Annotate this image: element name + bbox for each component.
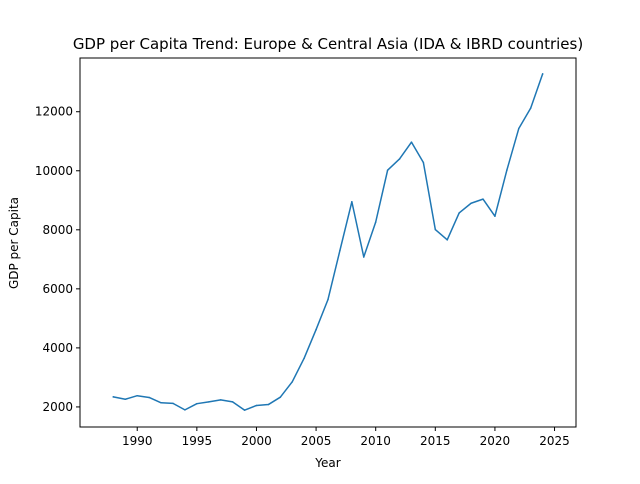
data-point-2021: [506, 169, 508, 171]
data-point-2001: [267, 403, 270, 406]
data-point-2006: [327, 298, 329, 301]
data-point-2007: [339, 249, 341, 252]
data-point-1998: [231, 401, 234, 403]
y-tick-label: 10000: [35, 164, 73, 178]
data-point-1999: [243, 409, 246, 411]
x-axis-label: Year: [314, 456, 340, 470]
data-point-2013: [410, 141, 413, 143]
data-point-1992: [160, 402, 162, 404]
data-point-2014: [422, 161, 425, 164]
data-point-2024: [541, 73, 544, 75]
y-axis-ticks: 2000 4000 6000 8000 10000 12000: [35, 105, 80, 414]
y-tick-label: 8000: [42, 223, 73, 237]
y-tick-label: 6000: [42, 282, 73, 296]
data-point-1994: [184, 409, 186, 411]
data-point-2020: [494, 215, 496, 217]
data-point-1990: [136, 394, 138, 397]
data-point-2011: [386, 169, 389, 171]
x-tick-label: 1995: [182, 434, 213, 448]
data-point-2018: [470, 202, 472, 204]
data-point-1989: [124, 398, 127, 400]
data-point-2003: [291, 381, 293, 383]
axes-frame: [79, 57, 577, 428]
data-point-1996: [208, 401, 210, 403]
y-axis-label: GDP per Capita: [7, 197, 21, 289]
chart-title: GDP per Capita Trend: Europe & Central A…: [73, 35, 583, 53]
data-point-1997: [219, 399, 222, 401]
x-tick-label: 2010: [360, 434, 391, 448]
x-tick-label: 2005: [301, 434, 332, 448]
data-point-1991: [148, 396, 150, 399]
data-point-2005: [315, 328, 317, 331]
data-point-2017: [458, 212, 460, 214]
y-tick-label: 2000: [42, 400, 73, 414]
data-point-2022: [518, 127, 520, 130]
data-point-2000: [255, 404, 258, 407]
x-tick-label: 2020: [480, 434, 511, 448]
x-tick-label: 2000: [241, 434, 272, 448]
data-point-1988: [112, 396, 115, 398]
data-point-2015: [434, 228, 437, 231]
data-point-2019: [482, 198, 484, 200]
data-point-2016: [446, 239, 448, 241]
data-point-1993: [172, 402, 174, 405]
series-points: [112, 73, 544, 411]
x-tick-label: 1990: [122, 434, 153, 448]
x-axis-ticks: 1990 1995 2000 2005 2010 2015 2020 2025: [122, 427, 570, 448]
data-point-2023: [529, 107, 532, 109]
data-point-2004: [303, 357, 305, 359]
data-point-2002: [279, 396, 282, 398]
data-point-2012: [398, 158, 401, 160]
x-tick-label: 2025: [539, 434, 570, 448]
x-tick-label: 2015: [420, 434, 451, 448]
data-point-2010: [374, 221, 377, 223]
data-point-2009: [363, 256, 365, 258]
y-tick-label: 4000: [42, 341, 73, 355]
data-point-2008: [351, 201, 353, 203]
y-tick-label: 12000: [35, 105, 73, 119]
data-point-1995: [196, 402, 198, 405]
